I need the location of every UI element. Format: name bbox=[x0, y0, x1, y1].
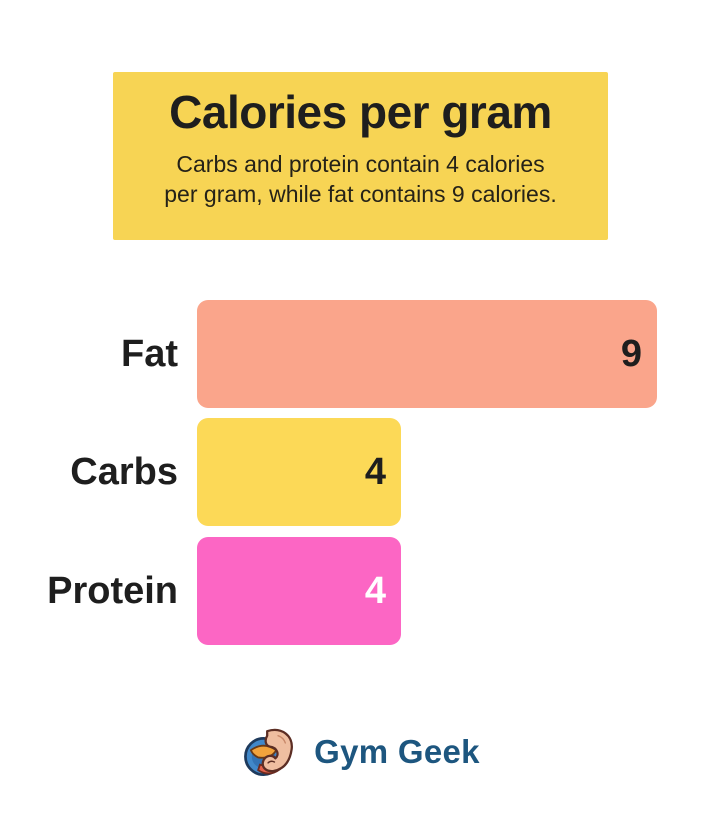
brand-name: Gym Geek bbox=[314, 733, 480, 770]
bar-row-carbs: Carbs 4 bbox=[0, 418, 720, 526]
bar-value-protein: 4 bbox=[364, 570, 386, 612]
brand-logo: Gym Geek bbox=[0, 720, 720, 784]
bar-label-protein: Protein bbox=[47, 569, 178, 612]
bar-fat: 9 bbox=[197, 300, 657, 408]
bar-carbs: 4 bbox=[197, 418, 401, 526]
bar-row-protein: Protein 4 bbox=[0, 537, 720, 645]
subtitle-line-2: per gram, while fat contains 9 calories. bbox=[164, 180, 557, 207]
page-title: Calories per gram bbox=[169, 86, 552, 138]
bar-value-fat: 9 bbox=[620, 333, 642, 375]
bar-value-carbs: 4 bbox=[364, 451, 386, 493]
gym-geek-logo-icon bbox=[244, 728, 294, 777]
subtitle-line-1: Carbs and protein contain 4 calories bbox=[176, 151, 545, 178]
header-card: Calories per gram Carbs and protein cont… bbox=[113, 72, 608, 240]
subtitle: Carbs and protein contain 4 calories per… bbox=[113, 150, 608, 209]
bar-label-fat: Fat bbox=[121, 332, 178, 375]
bar-row-fat: Fat 9 bbox=[0, 300, 720, 408]
bar-protein: 4 bbox=[197, 537, 401, 645]
bar-label-carbs: Carbs bbox=[70, 450, 178, 493]
